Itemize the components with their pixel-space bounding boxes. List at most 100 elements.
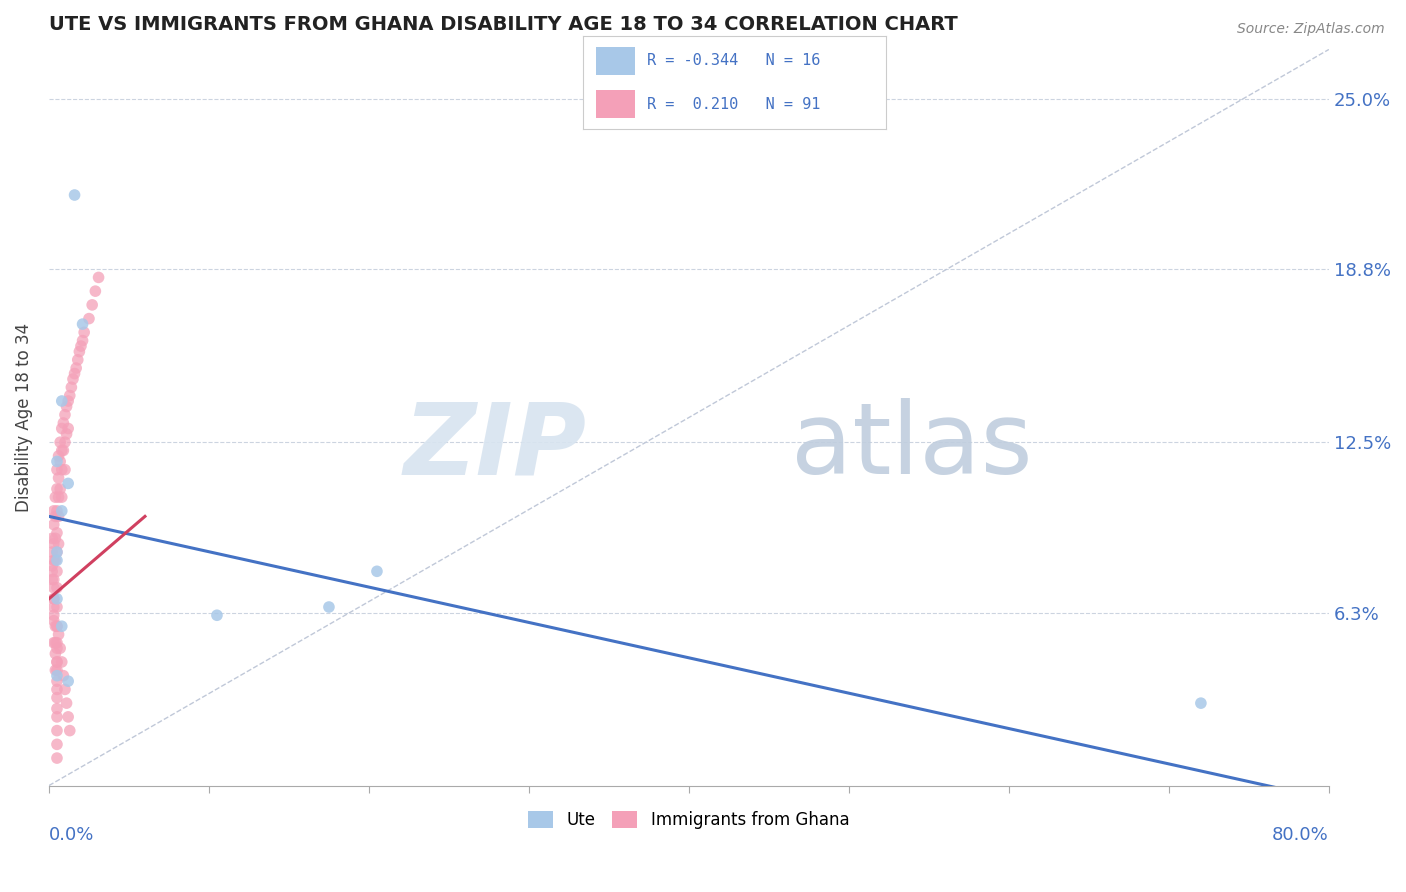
Point [51,619,73,633]
Point [46,682,69,697]
Point [46,504,69,518]
Point [53,682,76,697]
Point [44,553,66,567]
Point [48,490,70,504]
Text: R = -0.344   N = 16: R = -0.344 N = 16 [647,54,820,69]
Text: atlas: atlas [792,399,1033,495]
Point [48,509,70,524]
Point [62,372,84,386]
Point [41,564,63,578]
Point [46,553,69,567]
Point [56,476,79,491]
Point [77,311,100,326]
Point [48,627,70,641]
Point [46,668,69,682]
Point [42,573,65,587]
Point [56,394,79,409]
Point [42,591,65,606]
Point [52,443,75,458]
Point [46,545,69,559]
Point [49,482,72,496]
Point [42,600,65,615]
Point [63,188,86,202]
Point [56,710,79,724]
Bar [596,47,636,75]
Point [46,564,69,578]
Text: ZIP: ZIP [404,399,586,495]
Point [46,701,69,715]
Point [42,504,65,518]
Point [46,723,69,738]
Point [366,564,388,578]
Point [41,545,63,559]
Point [46,525,69,540]
Point [60,380,83,394]
Point [82,298,104,312]
Point [42,553,65,567]
Point [46,641,69,656]
Point [46,619,69,633]
Text: 80.0%: 80.0% [1272,826,1329,844]
Point [205,608,228,623]
Point [46,600,69,615]
Point [46,619,69,633]
Point [46,655,69,669]
Point [70,339,93,353]
Point [53,435,76,450]
Text: R =  0.210   N = 91: R = 0.210 N = 91 [647,96,820,112]
Point [44,636,66,650]
Point [53,463,76,477]
Point [48,537,70,551]
Point [46,545,69,559]
Point [42,608,65,623]
Point [52,416,75,430]
Point [46,663,69,677]
Point [48,471,70,485]
Point [318,600,340,615]
Point [41,573,63,587]
Point [44,619,66,633]
Point [44,509,66,524]
Point [51,443,73,458]
Point [73,326,96,340]
Point [56,421,79,435]
Point [51,504,73,518]
Point [49,435,72,450]
Bar [596,90,636,118]
Point [55,696,77,710]
Legend: Ute, Immigrants from Ghana: Ute, Immigrants from Ghana [522,805,856,836]
Point [46,454,69,468]
Point [46,751,69,765]
Point [67,344,90,359]
Point [1189,696,1212,710]
Point [46,710,69,724]
Point [84,284,107,298]
Point [42,636,65,650]
Point [59,388,82,402]
Point [46,482,69,496]
Text: UTE VS IMMIGRANTS FROM GHANA DISABILITY AGE 18 TO 34 CORRELATION CHART: UTE VS IMMIGRANTS FROM GHANA DISABILITY … [49,15,957,34]
Point [72,317,94,331]
Point [56,674,79,689]
Point [55,427,77,442]
Point [46,737,69,751]
Y-axis label: Disability Age 18 to 34: Disability Age 18 to 34 [15,323,32,512]
Point [44,663,66,677]
Point [46,636,69,650]
Point [48,449,70,463]
Point [51,421,73,435]
Point [46,581,69,595]
Point [65,361,87,376]
Point [49,641,72,656]
Point [87,270,110,285]
Point [52,668,75,682]
Point [51,463,73,477]
Point [42,537,65,551]
Point [42,591,65,606]
Point [49,454,72,468]
Point [51,490,73,504]
Point [42,581,65,595]
Point [46,591,69,606]
Point [41,558,63,573]
Point [44,490,66,504]
